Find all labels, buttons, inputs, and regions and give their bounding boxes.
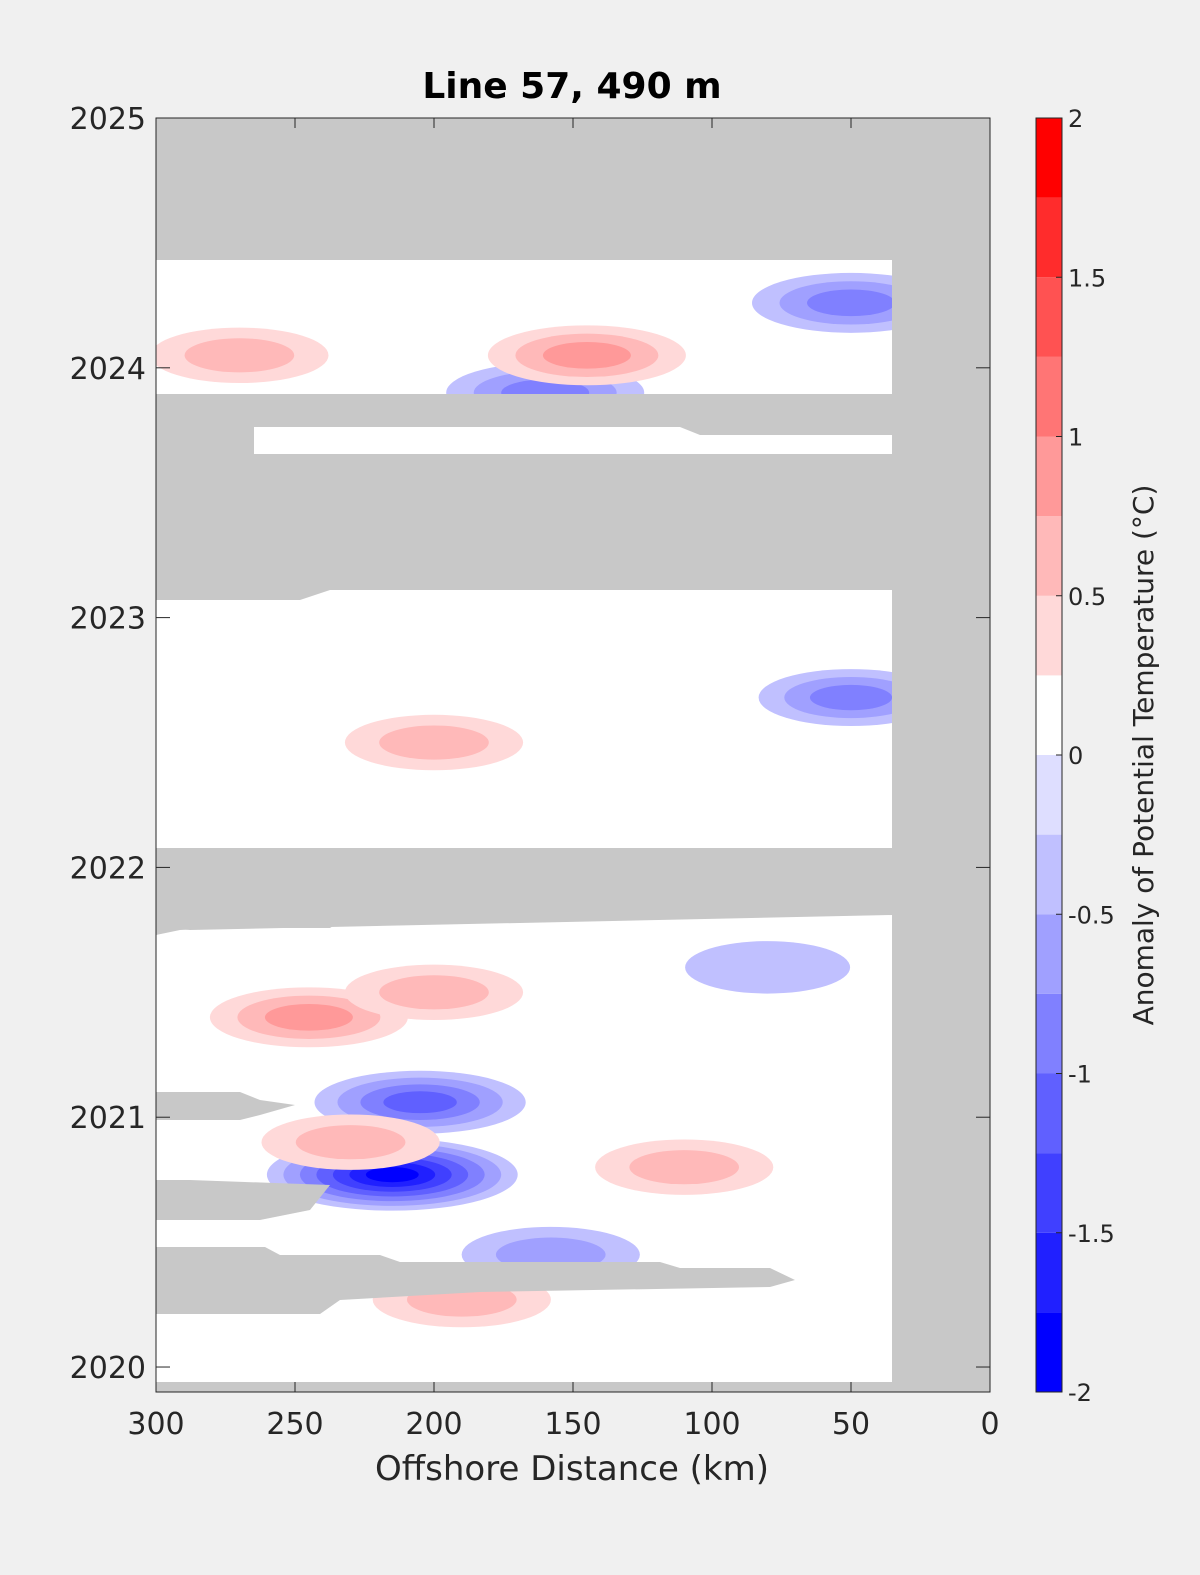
colorbar-swatch [1036, 755, 1062, 835]
y-tick-label: 2025 [70, 102, 146, 137]
x-tick-label: 200 [405, 1407, 462, 1442]
y-tick-label: 2020 [70, 1351, 146, 1386]
y-tick-label: 2024 [70, 352, 146, 387]
colorbar-tick-label: 1.5 [1068, 264, 1106, 292]
colorbar-swatch [1036, 277, 1062, 357]
anomaly-contour [295, 1125, 406, 1160]
colorbar-tick-label: -2 [1068, 1379, 1092, 1407]
colorbar-swatch [1036, 1312, 1062, 1392]
y-tick-label: 2021 [70, 1101, 146, 1136]
colorbar-ticks: -2 -1.5 -1 -0.5 0 0.5 1 1.5 2 [1056, 105, 1115, 1407]
gap-2021 [156, 1092, 295, 1120]
anomaly-contour [807, 289, 895, 317]
anomaly-contour [379, 975, 489, 1010]
nearshore-no-data [892, 118, 990, 1392]
colorbar-label: Anomaly of Potential Temperature (°C) [1127, 485, 1160, 1026]
y-tick-label: 2023 [70, 602, 146, 637]
x-tick-label: 250 [266, 1407, 323, 1442]
colorbar-swatch [1036, 118, 1062, 198]
gap-2023-late [156, 394, 892, 462]
colorbar-swatch [1036, 1153, 1062, 1233]
data-region-2022 [156, 590, 892, 848]
x-tick-label: 300 [127, 1407, 184, 1442]
colorbar-swatch [1036, 993, 1062, 1074]
colorbar-swatch [1036, 834, 1062, 915]
data-region-2023-late [254, 427, 892, 462]
data-region-2024 [156, 260, 892, 400]
anomaly-contour [809, 684, 893, 711]
chart-title: Line 57, 490 m [422, 66, 721, 107]
colorbar-tick-label: -1.5 [1068, 1220, 1115, 1248]
colorbar-swatch [1036, 595, 1062, 676]
plot-area [156, 118, 990, 1392]
no-data-top [156, 118, 892, 260]
colorbar-swatch [1036, 197, 1062, 278]
anomaly-contour [264, 1003, 353, 1031]
colorbar-tick-label: -1 [1068, 1061, 1092, 1089]
anomaly-contour [184, 338, 295, 373]
anomaly-contour [629, 1150, 740, 1185]
gap-2021-late [156, 848, 892, 935]
anomaly-contour [365, 1167, 419, 1183]
x-axis: 300 250 200 150 100 50 0 [127, 118, 1000, 1442]
colorbar-tick-label: 2 [1068, 105, 1083, 133]
colorbar-swatch [1036, 1232, 1062, 1313]
colorbar-tick-label: -0.5 [1068, 901, 1115, 929]
anomaly-contour [379, 725, 489, 760]
x-axis-label: Offshore Distance (km) [375, 1449, 769, 1489]
y-axis: 2020 2021 2022 2023 2024 2025 [70, 102, 990, 1386]
anomaly-contour [383, 1091, 457, 1114]
x-tick-label: 50 [832, 1407, 870, 1442]
colorbar [1035, 117, 1063, 1393]
x-tick-label: 0 [980, 1407, 999, 1442]
colorbar-swatch [1036, 436, 1062, 517]
colorbar-swatch [1036, 914, 1062, 994]
colorbar-tick-label: 0.5 [1068, 583, 1106, 611]
gap-2020-a [156, 1247, 795, 1314]
x-tick-label: 150 [544, 1407, 601, 1442]
colorbar-swatch [1036, 516, 1062, 596]
anomaly-contour [542, 341, 631, 369]
anomaly-contour [685, 941, 851, 994]
colorbar-swatch [1036, 1073, 1062, 1154]
colorbar-swatch [1036, 675, 1062, 755]
x-tick-label: 100 [683, 1407, 740, 1442]
gap-2023 [156, 454, 892, 600]
gap-2020-b [156, 1180, 330, 1220]
colorbar-tick-label: 0 [1068, 742, 1083, 770]
colorbar-tick-label: 1 [1068, 424, 1083, 452]
colorbar-swatch [1036, 356, 1062, 437]
y-tick-label: 2022 [70, 851, 146, 886]
